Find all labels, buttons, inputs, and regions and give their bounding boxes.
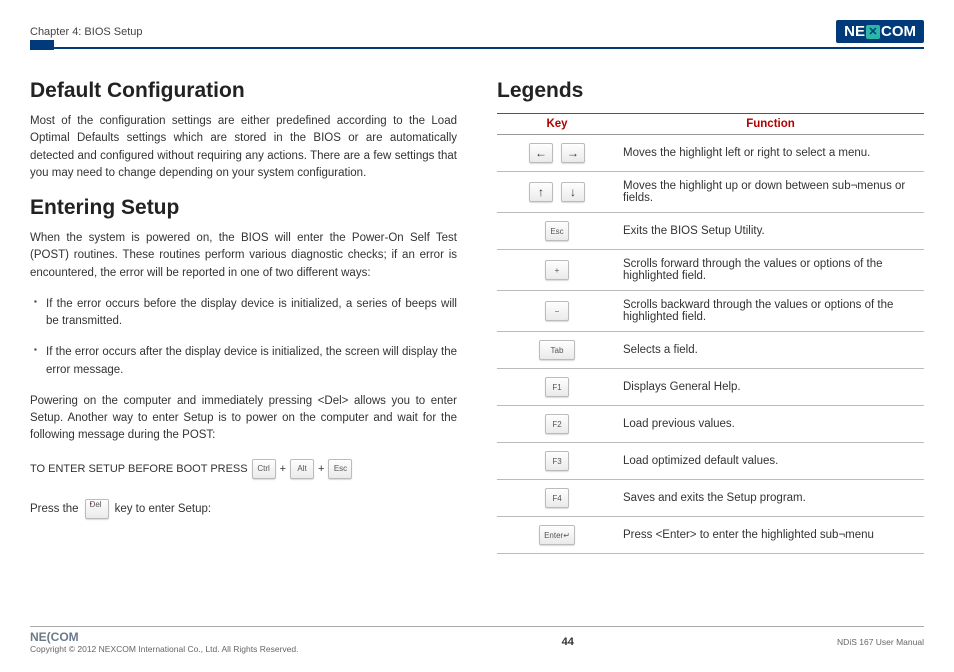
enter-setup-line: TO ENTER SETUP BEFORE BOOT PRESS Ctrl + … — [30, 459, 457, 479]
key-cell: F1 — [497, 369, 617, 406]
key-icon: ← — [529, 143, 553, 163]
key-cell: F4 — [497, 480, 617, 517]
key-icon: ↑ — [529, 182, 553, 202]
function-cell: Saves and exits the Setup program. — [617, 480, 924, 517]
table-row: + Scrolls forward through the values or o… — [497, 250, 924, 291]
table-row: ←→Moves the highlight left or right to s… — [497, 135, 924, 172]
key-icon: ↓ — [561, 182, 585, 202]
function-cell: Moves the highlight left or right to sel… — [617, 135, 924, 172]
function-cell: Load previous values. — [617, 406, 924, 443]
table-row: F3 Load optimized default values. — [497, 443, 924, 480]
key-cell: F3 — [497, 443, 617, 480]
logo-x-icon: ✕ — [866, 25, 880, 39]
key-cell: ↑↓ — [497, 172, 617, 213]
manual-name: NDiS 167 User Manual — [837, 637, 924, 647]
page-number: 44 — [562, 636, 574, 648]
plus-text: + — [280, 463, 286, 475]
table-row: F1 Displays General Help. — [497, 369, 924, 406]
key-icon: + — [545, 260, 569, 280]
footer-left: NE(COM Copyright © 2012 NEXCOM Internati… — [30, 630, 298, 654]
function-cell: Exits the BIOS Setup Utility. — [617, 213, 924, 250]
key-icon: Enter↵ — [539, 525, 575, 545]
table-header-row: Key Function — [497, 114, 924, 135]
key-cell: Tab — [497, 332, 617, 369]
table-row: Enter↵ Press <Enter> to enter the highlig… — [497, 517, 924, 554]
function-cell: Press <Enter> to enter the highlighted s… — [617, 517, 924, 554]
content-area: Default Configuration Most of the config… — [30, 79, 924, 554]
key-icon: − — [545, 301, 569, 321]
alt-key-icon: Alt — [290, 459, 314, 479]
chapter-title: Chapter 4: BIOS Setup — [30, 26, 143, 38]
table-row: Esc Exits the BIOS Setup Utility. — [497, 213, 924, 250]
plus-text: + — [318, 463, 324, 475]
nexcom-logo: NE ✕ COM — [836, 20, 924, 43]
error-bullet-list: If the error occurs before the display d… — [30, 296, 457, 379]
heading-entering-setup: Entering Setup — [30, 196, 457, 220]
table-row: F2 Load previous values. — [497, 406, 924, 443]
key-icon: F2 — [545, 414, 569, 434]
bullet-item: If the error occurs before the display d… — [30, 296, 457, 331]
logo-left: NE — [844, 23, 865, 40]
heading-legends: Legends — [497, 79, 924, 103]
para-entering-setup: When the system is powered on, the BIOS … — [30, 230, 457, 282]
del-key-icon: •Del — [85, 499, 109, 519]
esc-key-icon: Esc — [328, 459, 352, 479]
copyright-text: Copyright © 2012 NEXCOM International Co… — [30, 644, 298, 654]
left-column: Default Configuration Most of the config… — [30, 79, 457, 554]
key-cell: Enter↵ — [497, 517, 617, 554]
table-row: Tab Selects a field. — [497, 332, 924, 369]
key-cell: − — [497, 291, 617, 332]
header-bar: Chapter 4: BIOS Setup NE ✕ COM — [30, 20, 924, 49]
key-cell: Esc — [497, 213, 617, 250]
th-key: Key — [497, 114, 617, 135]
table-row: − Scrolls backward through the values or … — [497, 291, 924, 332]
ctrl-key-icon: Ctrl — [252, 459, 276, 479]
heading-default-config: Default Configuration — [30, 79, 457, 103]
footer-bar: NE(COM Copyright © 2012 NEXCOM Internati… — [30, 626, 924, 654]
function-cell: Scrolls backward through the values or o… — [617, 291, 924, 332]
key-cell: F2 — [497, 406, 617, 443]
press-suffix: key to enter Setup: — [115, 503, 212, 515]
press-del-line: Press the •Del key to enter Setup: — [30, 499, 457, 519]
key-cell: + — [497, 250, 617, 291]
key-icon: → — [561, 143, 585, 163]
function-cell: Selects a field. — [617, 332, 924, 369]
table-row: F4 Saves and exits the Setup program. — [497, 480, 924, 517]
key-icon: Tab — [539, 340, 575, 360]
para-powering: Powering on the computer and immediately… — [30, 393, 457, 445]
enter-setup-label: TO ENTER SETUP BEFORE BOOT PRESS — [30, 463, 248, 475]
accent-block — [30, 40, 54, 50]
key-icon: Esc — [545, 221, 569, 241]
bullet-item: If the error occurs after the display de… — [30, 344, 457, 379]
function-cell: Displays General Help. — [617, 369, 924, 406]
footer-logo: NE(COM — [30, 630, 298, 644]
right-column: Legends Key Function ←→Moves the highlig… — [497, 79, 924, 554]
press-prefix: Press the — [30, 503, 79, 515]
key-icon: F4 — [545, 488, 569, 508]
table-row: ↑↓Moves the highlight up or down between… — [497, 172, 924, 213]
th-function: Function — [617, 114, 924, 135]
legends-table: Key Function ←→Moves the highlight left … — [497, 113, 924, 554]
logo-right: COM — [881, 23, 916, 40]
key-icon: F1 — [545, 377, 569, 397]
key-icon: F3 — [545, 451, 569, 471]
function-cell: Scrolls forward through the values or op… — [617, 250, 924, 291]
function-cell: Load optimized default values. — [617, 443, 924, 480]
para-default-config: Most of the configuration settings are e… — [30, 113, 457, 182]
function-cell: Moves the highlight up or down between s… — [617, 172, 924, 213]
key-cell: ←→ — [497, 135, 617, 172]
